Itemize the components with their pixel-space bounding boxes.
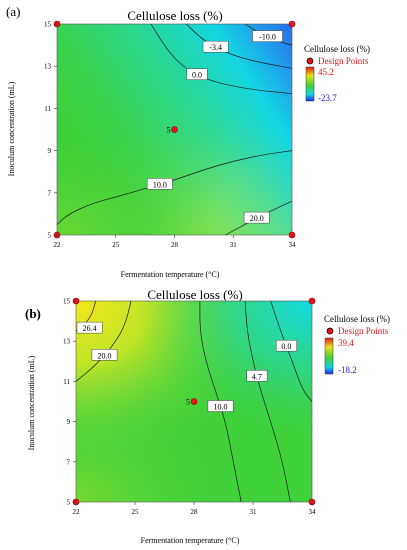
panel-b-title: Cellulose loss (%) — [147, 287, 242, 302]
panel-b-y-ticks: 5 7 9 11 13 15 — [63, 298, 76, 507]
contour-label: 10.0 — [214, 403, 228, 412]
y-tick-label: 9 — [67, 418, 71, 426]
contour-label: -10.0 — [259, 33, 276, 42]
contour-label-box — [252, 30, 283, 42]
panel-b-legend-marker-label: Design Points — [338, 326, 389, 336]
x-tick-label: 25 — [132, 508, 140, 516]
contour-label: 26.4 — [83, 324, 97, 333]
y-tick-label: 11 — [63, 378, 70, 386]
contour-label-box — [207, 400, 234, 412]
x-tick-label: 34 — [309, 508, 317, 516]
panel-b-xlabel: Fermentation temperature (°C) — [141, 536, 240, 545]
panel-a: (a) Cellulose loss (%) -10.0 -3.4 0.0 10.0 2… — [6, 4, 370, 279]
x-tick-label: 25 — [112, 241, 120, 249]
contour-label: 20.0 — [250, 214, 264, 223]
x-tick-label: 28 — [171, 241, 179, 249]
design-point — [308, 297, 316, 305]
y-tick-label: 11 — [44, 105, 51, 113]
contour-label: -3.4 — [209, 43, 222, 52]
contour-line — [75, 300, 132, 382]
contour-label: 10.0 — [153, 180, 167, 189]
panel-a-legend-colorbar — [305, 66, 315, 102]
y-tick-label: 5 — [48, 232, 52, 240]
panel-b-design-points: 5 — [72, 297, 316, 506]
y-tick-label: 15 — [63, 298, 71, 306]
center-point-count: 5 — [167, 126, 171, 135]
panel-a-xlabel: Fermentation temperature (°C) — [121, 270, 220, 279]
y-tick-label: 7 — [67, 458, 71, 466]
design-point — [288, 20, 296, 28]
y-tick-label: 7 — [48, 189, 52, 197]
y-tick-label: 15 — [44, 21, 52, 29]
panel-b-legend-marker — [326, 327, 334, 335]
contour-label-box — [186, 68, 208, 80]
contour-label-box — [243, 211, 270, 224]
contour-label-box — [76, 321, 103, 334]
contour-label: 4.7 — [252, 372, 262, 381]
panel-a-x-ticks: 22 25 28 31 34 — [54, 235, 297, 249]
y-tick-label: 9 — [48, 147, 52, 155]
panel-b-legend-max: 39.4 — [338, 338, 354, 348]
panel-b-legend-title: Cellulose loss (%) — [324, 314, 390, 324]
x-tick-label: 28 — [191, 508, 199, 516]
contour-line — [56, 150, 293, 225]
panel-b-legend-min: -18.2 — [338, 365, 357, 375]
panel-b-contours: 26.4 20.0 10.0 4.7 0.0 — [75, 300, 313, 503]
panel-b-legend-colorbar — [324, 337, 334, 375]
y-tick-label: 13 — [63, 338, 71, 346]
panel-a-contours: -10.0 -3.4 0.0 10.0 20.0 — [56, 23, 293, 236]
panel-b-legend: Cellulose loss (%) Design Points 39.4 -1… — [324, 314, 390, 375]
panel-a-y-ticks: 5 7 9 11 13 15 — [44, 21, 57, 240]
panel-b-ylabel: Inoculum concentration (mL) — [27, 355, 36, 450]
contour-line — [225, 200, 293, 236]
contour-label-box — [246, 370, 268, 382]
x-tick-label: 22 — [73, 508, 81, 516]
panel-b: (b) Cellulose loss (%) 26.4 20.0 10.0 4.7 0.… — [25, 287, 390, 545]
contour-label: 0.0 — [192, 71, 202, 80]
panel-a-title: Cellulose loss (%) — [127, 8, 222, 23]
panel-b-x-ticks: 22 25 28 31 34 — [73, 502, 317, 516]
panel-a-legend-marker — [306, 57, 314, 65]
design-point — [190, 398, 198, 405]
panel-a-design-points: 5 — [53, 20, 296, 239]
contour-line — [199, 301, 242, 503]
contour-label-box — [91, 349, 118, 361]
x-tick-label: 31 — [230, 241, 238, 249]
contour-label-box — [202, 40, 229, 53]
x-tick-label: 34 — [289, 241, 297, 249]
design-point — [171, 126, 178, 133]
x-tick-label: 22 — [54, 241, 62, 249]
contour-label-box — [146, 178, 173, 190]
x-tick-label: 31 — [250, 508, 258, 516]
panel-a-label: (a) — [6, 4, 20, 19]
panel-a-legend-max: 45.2 — [318, 67, 334, 77]
contour-label-box — [275, 339, 297, 352]
panel-a-legend: Cellulose loss (%) Design Points 45.2 -2… — [304, 44, 370, 103]
panel-a-legend-title: Cellulose loss (%) — [304, 44, 370, 54]
panel-a-legend-marker-label: Design Points — [318, 56, 369, 66]
y-tick-label: 5 — [67, 499, 71, 507]
contour-label: 0.0 — [281, 342, 291, 351]
panel-a-ylabel: Inoculum concentration (mL) — [7, 81, 16, 176]
panel-b-label: (b) — [25, 306, 41, 321]
center-point-count: 5 — [186, 398, 190, 407]
y-tick-label: 13 — [44, 63, 52, 71]
contour-label: 20.0 — [98, 351, 112, 360]
panel-a-legend-min: -23.7 — [318, 93, 337, 103]
